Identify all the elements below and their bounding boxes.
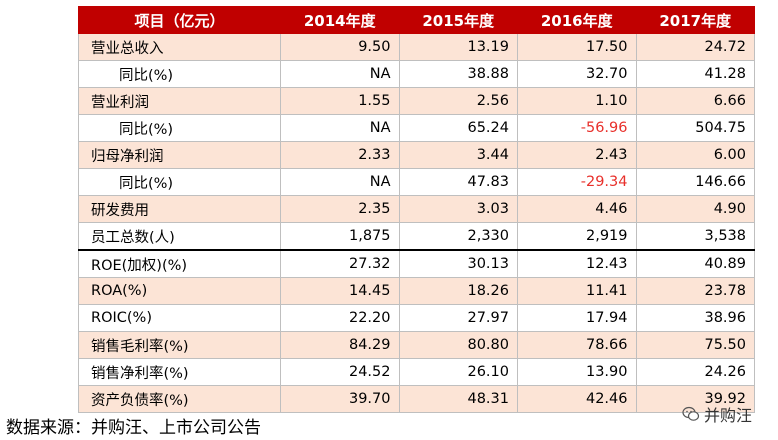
table-cell: 4.90 <box>635 195 755 223</box>
table-cell: 30.13 <box>398 249 518 278</box>
table-cell: -56.96 <box>517 114 637 142</box>
table-cell: 3,538 <box>635 222 755 251</box>
row-label: 研发费用 <box>78 195 281 223</box>
table-row: ROA(%) 14.45 18.26 11.41 23.78 <box>78 277 755 305</box>
row-label: 营业利润 <box>78 87 281 115</box>
table-cell: 65.24 <box>398 114 518 142</box>
table-cell: 146.66 <box>635 168 755 196</box>
table-cell: 26.10 <box>398 358 518 386</box>
table-cell: 13.19 <box>398 33 518 61</box>
table-cell: -29.34 <box>517 168 637 196</box>
table-cell: 17.94 <box>517 304 637 332</box>
table-cell: 24.72 <box>635 33 755 61</box>
row-label: 同比(%) <box>78 114 281 142</box>
table-cell: 39.92 <box>635 385 755 413</box>
table-row: 营业总收入 9.50 13.19 17.50 24.72 <box>78 33 755 61</box>
table-cell: 24.26 <box>635 358 755 386</box>
table-cell: 17.50 <box>517 33 637 61</box>
header-2016: 2016年度 <box>517 6 637 34</box>
table-cell: 23.78 <box>635 277 755 305</box>
row-label: ROA(%) <box>78 277 281 305</box>
table-cell: 2.33 <box>280 141 400 169</box>
table-row: 同比(%) NA 47.83 -29.34 146.66 <box>78 168 755 196</box>
table-cell: 24.52 <box>280 358 400 386</box>
table-cell: 75.50 <box>635 331 755 359</box>
watermark: 并购汪 <box>682 403 752 425</box>
table-cell: 14.45 <box>280 277 400 305</box>
table-cell: 27.32 <box>280 249 400 278</box>
table-cell: 2.56 <box>398 87 518 115</box>
table-cell: NA <box>280 114 400 142</box>
header-2014: 2014年度 <box>280 6 400 34</box>
row-label: 销售毛利率(%) <box>78 331 281 359</box>
row-label: 同比(%) <box>78 168 281 196</box>
table-body: 营业总收入 9.50 13.19 17.50 24.72 同比(%) NA 38.88 32.7… <box>78 33 755 413</box>
row-label: 归母净利润 <box>78 141 281 169</box>
table-cell: 1,875 <box>280 222 400 251</box>
table-cell: 80.80 <box>398 331 518 359</box>
table-cell: 2,330 <box>398 222 518 251</box>
header-2017: 2017年度 <box>635 6 755 34</box>
table-cell: 47.83 <box>398 168 518 196</box>
table-row: 员工总数(人) 1,875 2,330 2,919 3,538 <box>78 222 755 251</box>
table-row: ROE(加权)(%) 27.32 30.13 12.43 40.89 <box>78 249 755 278</box>
wechat-icon <box>682 405 700 423</box>
row-label: ROE(加权)(%) <box>78 249 281 278</box>
financial-table: 项目（亿元） 2014年度 2015年度 2016年度 2017年度 营业总收入… <box>78 6 755 413</box>
row-label: 销售净利率(%) <box>78 358 281 386</box>
table-row: ROIC(%) 22.20 27.97 17.94 38.96 <box>78 304 755 332</box>
table-row: 研发费用 2.35 3.03 4.46 4.90 <box>78 195 755 223</box>
row-label: 资产负债率(%) <box>78 385 281 413</box>
table-row: 营业利润 1.55 2.56 1.10 6.66 <box>78 87 755 115</box>
table-cell: 6.00 <box>635 141 755 169</box>
table-cell: 2,919 <box>517 222 637 251</box>
watermark-text: 并购汪 <box>704 406 753 425</box>
table-cell: 40.89 <box>635 249 755 278</box>
table-row: 同比(%) NA 65.24 -56.96 504.75 <box>78 114 755 142</box>
table-cell: NA <box>280 60 400 88</box>
row-label: 员工总数(人) <box>78 222 281 251</box>
table-cell: 84.29 <box>280 331 400 359</box>
header-2015: 2015年度 <box>398 6 518 34</box>
header-item: 项目（亿元） <box>78 6 281 34</box>
table-cell: 18.26 <box>398 277 518 305</box>
table-cell: 39.70 <box>280 385 400 413</box>
table-row: 资产负债率(%) 39.70 48.31 42.46 39.92 <box>78 385 755 413</box>
table-cell: 6.66 <box>635 87 755 115</box>
table-row: 归母净利润 2.33 3.44 2.43 6.00 <box>78 141 755 169</box>
table-row: 销售毛利率(%) 84.29 80.80 78.66 75.50 <box>78 331 755 359</box>
table-cell: 41.28 <box>635 60 755 88</box>
row-label: 同比(%) <box>78 60 281 88</box>
table-cell: 11.41 <box>517 277 637 305</box>
table-cell: 1.10 <box>517 87 637 115</box>
table-cell: 48.31 <box>398 385 518 413</box>
financial-table-container: 项目（亿元） 2014年度 2015年度 2016年度 2017年度 营业总收入… <box>78 6 755 413</box>
table-cell: 38.96 <box>635 304 755 332</box>
table-cell: 42.46 <box>517 385 637 413</box>
table-header-row: 项目（亿元） 2014年度 2015年度 2016年度 2017年度 <box>78 6 755 34</box>
table-cell: 27.97 <box>398 304 518 332</box>
table-cell: 3.44 <box>398 141 518 169</box>
row-label: ROIC(%) <box>78 304 281 332</box>
source-note: 数据来源：并购汪、上市公司公告 <box>6 418 261 438</box>
table-cell: 2.43 <box>517 141 637 169</box>
table-cell: 22.20 <box>280 304 400 332</box>
table-cell: 3.03 <box>398 195 518 223</box>
table-row: 销售净利率(%) 24.52 26.10 13.90 24.26 <box>78 358 755 386</box>
table-cell: 504.75 <box>635 114 755 142</box>
table-cell: 13.90 <box>517 358 637 386</box>
row-label: 营业总收入 <box>78 33 281 61</box>
table-cell: 1.55 <box>280 87 400 115</box>
table-cell: 38.88 <box>398 60 518 88</box>
table-cell: NA <box>280 168 400 196</box>
table-cell: 32.70 <box>517 60 637 88</box>
table-cell: 9.50 <box>280 33 400 61</box>
table-cell: 12.43 <box>517 249 637 278</box>
table-cell: 2.35 <box>280 195 400 223</box>
table-cell: 4.46 <box>517 195 637 223</box>
table-row: 同比(%) NA 38.88 32.70 41.28 <box>78 60 755 88</box>
table-cell: 78.66 <box>517 331 637 359</box>
